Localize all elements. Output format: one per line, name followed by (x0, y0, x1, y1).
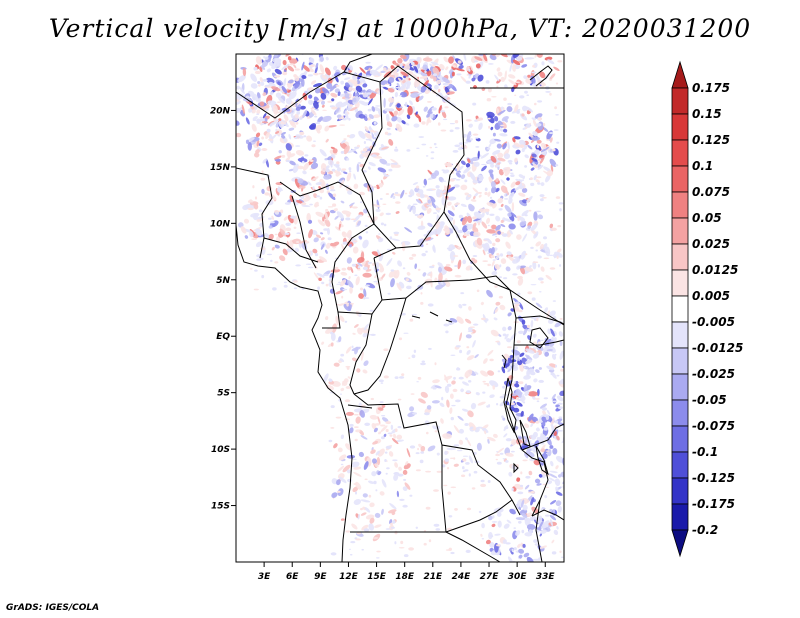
colorbar-cell (671, 321, 689, 349)
y-tick-label: 20N (210, 106, 231, 116)
colorbar-cell (671, 295, 689, 323)
colorbar-label: -0.1 (692, 445, 718, 459)
colorbar-label: 0.005 (692, 289, 730, 303)
colorbar-cell (671, 425, 689, 453)
colorbar-cell-max (671, 60, 689, 89)
colorbar-label: -0.05 (692, 393, 727, 407)
colorbar-cell (671, 191, 689, 219)
colorbar-cell (671, 451, 689, 479)
x-tick-label: 6E (286, 572, 299, 582)
colorbar-label: 0.15 (692, 107, 722, 121)
x-tick-label: 24E (452, 572, 472, 582)
colorbar-cell (671, 477, 689, 505)
coastline (236, 224, 353, 562)
colorbar-label: 0.1 (692, 159, 713, 173)
y-tick-label: 10S (211, 445, 230, 455)
x-tick-label: 21E (423, 572, 443, 582)
colorbar-cell-min (671, 529, 689, 558)
colorbar-cell (671, 399, 689, 427)
y-tick-label: 5S (217, 389, 230, 399)
x-tick-label: 15E (367, 572, 387, 582)
y-tick-label: 15N (210, 163, 231, 173)
colorbar-cell (671, 113, 689, 141)
y-axis: 20N 15N 10N 5N EQ 5S 10S 15S (210, 106, 236, 512)
y-tick-label: 10N (210, 219, 231, 229)
x-axis: 3E 6E 9E 12E 15E 18E 21E 24E 27E 30E 33E (258, 562, 556, 582)
colorbar-label: 0.125 (692, 133, 730, 147)
x-tick-label: 33E (536, 572, 556, 582)
colorbar-label: -0.0125 (692, 341, 743, 355)
x-tick-label: 9E (314, 572, 327, 582)
x-tick-label: 3E (258, 572, 271, 582)
y-tick-label: EQ (216, 332, 230, 342)
colorbar-cell (671, 165, 689, 193)
colorbar-label: 0.175 (692, 81, 730, 95)
colorbar-label: -0.175 (692, 497, 735, 511)
country-borders (236, 54, 564, 562)
colorbar: 0.175 0.15 0.125 0.1 0.075 0.05 0.025 0.0125 0.0… (671, 60, 743, 558)
x-tick-label: 30E (508, 572, 528, 582)
colorbar-label: -0.025 (692, 367, 735, 381)
map-frame (235, 53, 565, 563)
colorbar-cell (671, 243, 689, 271)
x-tick-label: 12E (339, 572, 359, 582)
colorbar-cell (671, 87, 689, 115)
colorbar-cell (671, 347, 689, 375)
colorbar-label: -0.075 (692, 419, 735, 433)
chart-title: Vertical velocity [m/s] at 1000hPa, VT: … (48, 14, 752, 43)
colorbar-label: 0.05 (692, 211, 722, 225)
colorbar-cell (671, 139, 689, 167)
x-tick-label: 27E (480, 572, 500, 582)
grads-footer: GrADS: IGES/COLA (6, 603, 100, 613)
colorbar-label: -0.125 (692, 471, 735, 485)
colorbar-cell (671, 269, 689, 297)
colorbar-label: 0.075 (692, 185, 730, 199)
colorbar-label: -0.005 (692, 315, 735, 329)
colorbar-label: 0.0125 (692, 263, 738, 277)
colorbar-cell (671, 373, 689, 401)
colorbar-cell (671, 503, 689, 531)
y-tick-label: 5N (216, 276, 230, 286)
colorbar-label: 0.025 (692, 237, 730, 251)
colorbar-label: -0.2 (692, 523, 718, 537)
x-tick-label: 18E (395, 572, 415, 582)
colorbar-cell (671, 217, 689, 245)
y-tick-label: 15S (211, 502, 230, 512)
